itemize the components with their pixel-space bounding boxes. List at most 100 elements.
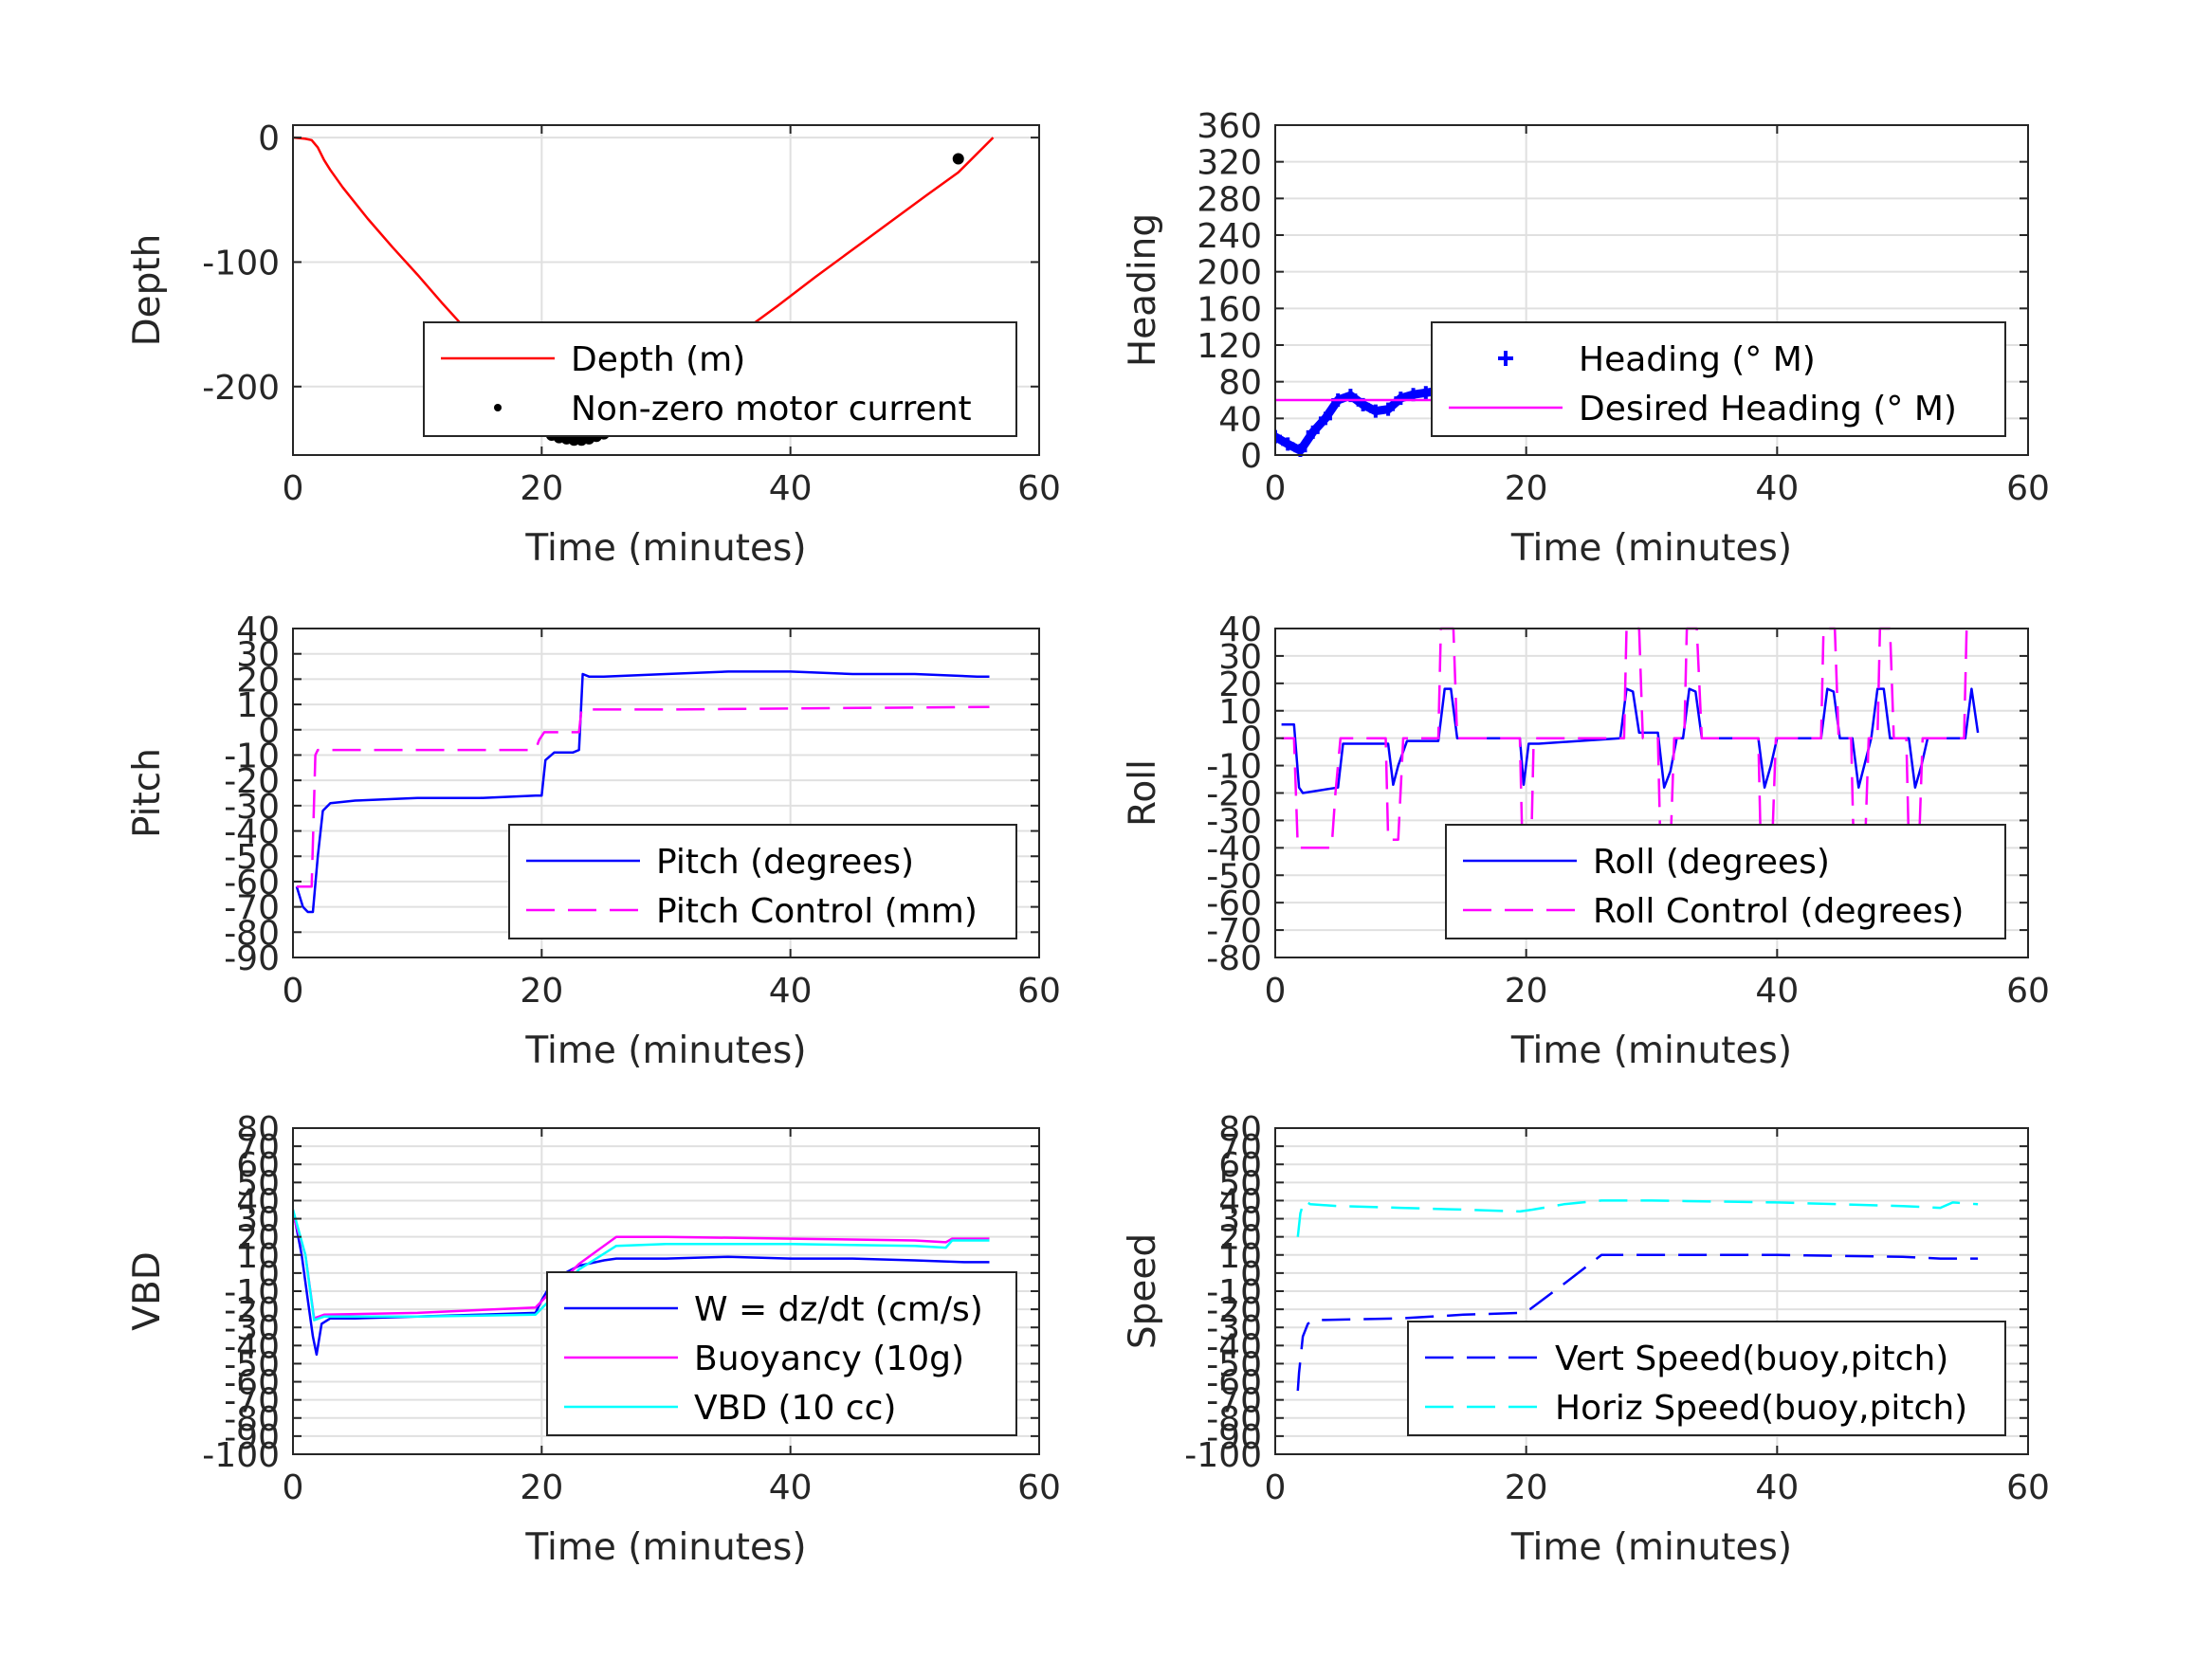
x-tick-label: 60 xyxy=(1017,972,1061,1011)
legend-entry: VBD (10 cc) xyxy=(694,1389,896,1428)
y-tick-label: -40 xyxy=(224,1327,280,1366)
y-tick-label: -10 xyxy=(224,737,280,775)
legend-box xyxy=(1407,1321,2006,1436)
series-3-2-line xyxy=(296,705,990,888)
y-tick-label: 20 xyxy=(1218,665,1262,704)
x-tick-label: 20 xyxy=(520,469,563,508)
legend-entry: Depth (m) xyxy=(571,340,745,379)
y-tick-label: 40 xyxy=(1218,611,1262,649)
x-tick-label: 40 xyxy=(769,972,813,1011)
series-layer xyxy=(295,670,990,914)
legend-box xyxy=(508,824,1017,939)
y-tick-label: 40 xyxy=(236,1182,280,1221)
legend: Vert Speed(buoy,pitch) Horiz Speed(buoy,p… xyxy=(1407,1321,2006,1436)
x-axis-label: Time (minutes) xyxy=(524,527,806,570)
x-tick-label: 60 xyxy=(1017,1468,1061,1507)
y-tick-label: -40 xyxy=(1206,1327,1262,1366)
y-tick-label: 80 xyxy=(1218,364,1262,403)
y-tick-label: 30 xyxy=(236,636,280,675)
legend-entry: Horiz Speed(buoy,pitch) xyxy=(1555,1389,1967,1428)
x-tick-label: 20 xyxy=(520,972,563,1011)
y-tick-label: -90 xyxy=(224,1418,280,1457)
y-tick-label: 10 xyxy=(1218,1237,1262,1276)
y-tick-label: -50 xyxy=(224,838,280,877)
legend-box xyxy=(1445,824,2006,939)
y-axis-label: Depth xyxy=(126,234,169,347)
y-axis-label: Pitch xyxy=(126,748,169,838)
y-tick-label: 10 xyxy=(236,686,280,725)
y-tick-label: 0 xyxy=(1240,437,1262,476)
y-tick-label: 80 xyxy=(236,1110,280,1149)
y-tick-label: 30 xyxy=(1218,1201,1262,1240)
x-tick-label: 40 xyxy=(1755,469,1799,508)
legend-entry: Desired Heading (° M) xyxy=(1579,390,1957,428)
y-axis-label: Roll xyxy=(1122,759,1164,827)
y-tick-label: 0 xyxy=(258,1255,280,1294)
y-tick-label: -70 xyxy=(1206,1382,1262,1421)
y-tick-label: 0 xyxy=(1240,720,1262,759)
legend: Roll (degrees) Roll Control (degrees) xyxy=(1445,824,2006,939)
x-tick-label: 20 xyxy=(1505,1468,1548,1507)
axes-box xyxy=(292,124,1040,456)
y-tick-label: 10 xyxy=(236,1237,280,1276)
y-tick-label: -60 xyxy=(1206,1364,1262,1403)
x-tick-label: 0 xyxy=(283,972,304,1011)
y-tick-label: -90 xyxy=(224,939,280,978)
y-tick-label: 240 xyxy=(1197,217,1262,256)
y-tick-label: 0 xyxy=(258,119,280,158)
y-tick-label: -100 xyxy=(202,1436,280,1475)
legend-entry: Buoyancy (10g) xyxy=(694,1340,964,1378)
legend-entry: Roll (degrees) xyxy=(1593,843,1830,882)
y-tick-label: -70 xyxy=(1206,912,1262,951)
x-axis-label: Time (minutes) xyxy=(1510,527,1792,570)
subplot-1: 0 20 40 60 0 -100 -200 Time (minutes) Depth Depth… xyxy=(126,119,1061,570)
y-tick-label: 360 xyxy=(1197,107,1262,146)
legend-entry: W = dz/dt (cm/s) xyxy=(694,1290,983,1329)
y-tick-label: -80 xyxy=(224,1400,280,1439)
y-tick-label: -80 xyxy=(1206,1400,1262,1439)
y-axis-label: Heading xyxy=(1122,213,1164,367)
y-axis-label: VBD xyxy=(126,1251,169,1330)
y-tick-label: -50 xyxy=(224,1345,280,1384)
subplot-5: 0 20 40 60-100-90-80-70-60-50-40-30-20-1001… xyxy=(126,1110,1061,1569)
legend-entry: Pitch (degrees) xyxy=(656,843,914,882)
x-tick-label: 60 xyxy=(2006,469,2050,508)
y-tick-label: -60 xyxy=(224,864,280,902)
y-tick-label: -30 xyxy=(1206,802,1262,841)
y-tick-label: -10 xyxy=(224,1273,280,1312)
legend-box xyxy=(1431,321,2006,437)
legend-marker xyxy=(494,404,502,411)
legend-entry: Non-zero motor current xyxy=(571,390,972,428)
y-tick-label: 20 xyxy=(236,661,280,700)
y-tick-label: -30 xyxy=(224,788,280,827)
legend: Heading (° M) Desired Heading (° M) xyxy=(1431,321,2006,437)
y-tick-label: -30 xyxy=(1206,1309,1262,1348)
subplot-3: 0 20 40 60-90-80-70-60-50-40-30-20-10010203… xyxy=(126,611,1061,1072)
y-tick-label: -70 xyxy=(224,889,280,928)
y-axis-label: Speed xyxy=(1122,1233,1164,1349)
legend-marker xyxy=(1498,351,1513,366)
legend-box xyxy=(423,321,1017,437)
x-tick-label: 40 xyxy=(769,1468,813,1507)
y-tick-label: -20 xyxy=(1206,775,1262,814)
y-tick-label: 60 xyxy=(1218,1146,1262,1185)
x-tick-label: 60 xyxy=(2006,1468,2050,1507)
y-tick-label: 70 xyxy=(1218,1128,1262,1167)
x-tick-label: 60 xyxy=(1017,469,1061,508)
y-tick-label: -80 xyxy=(224,914,280,953)
y-tick-label: -40 xyxy=(224,813,280,852)
x-axis-label: Time (minutes) xyxy=(1510,1030,1792,1072)
y-tick-label: -20 xyxy=(1206,1291,1262,1330)
x-tick-label: 0 xyxy=(283,1468,304,1507)
y-tick-label: -10 xyxy=(1206,1273,1262,1312)
y-tick-label: -30 xyxy=(224,1309,280,1348)
y-tick-label: 40 xyxy=(1218,1182,1262,1221)
y-tick-label: -50 xyxy=(1206,1345,1262,1384)
x-tick-label: 40 xyxy=(769,469,813,508)
x-tick-label: 40 xyxy=(1755,1468,1799,1507)
y-tick-label: 200 xyxy=(1197,254,1262,293)
y-tick-label: -90 xyxy=(1206,1418,1262,1457)
x-axis-label: Time (minutes) xyxy=(524,1526,806,1569)
